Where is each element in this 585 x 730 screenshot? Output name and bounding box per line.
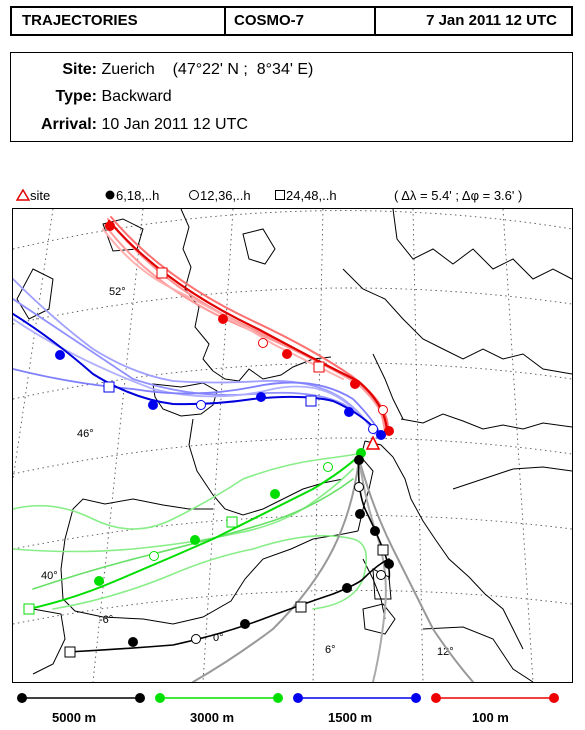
level-3000: 3000 m	[190, 710, 235, 725]
legend-filled-label: 6,18,..h	[116, 188, 160, 203]
header-bar: TRAJECTORIES COSMO-7 7 Jan 2011 12 UTC	[10, 6, 573, 36]
product-title: TRAJECTORIES	[22, 12, 138, 29]
lon-label-12: 12°	[437, 646, 454, 658]
graticule	[13, 209, 572, 682]
info-box: Site: Zuerich (47°22' N ; 8°34' E) Type:…	[10, 52, 573, 142]
triangle-icon	[15, 188, 31, 201]
trajectories-1500m	[13, 278, 382, 438]
site-label: Site:	[62, 61, 97, 78]
level-legend-lines	[17, 693, 559, 703]
open-square-icon	[275, 190, 285, 200]
level-1500: 1500 m	[328, 710, 373, 725]
arrival-label: Arrival:	[40, 116, 97, 133]
site-value: Zuerich (47°22' N ; 8°34' E)	[101, 61, 314, 78]
legend-site: site	[15, 186, 50, 206]
lon-label-0: 0°	[213, 632, 224, 644]
legend-square: 24,48,..h	[274, 186, 337, 206]
legend-filled: 6,18,..h	[104, 186, 159, 206]
coastlines	[16, 209, 572, 682]
lon-label-minus6: -6°	[99, 614, 113, 626]
trajectory-map: 52° 46° 40° -6° 0° 6° 12°	[12, 208, 573, 683]
legend-open: 12,36,..h	[188, 186, 251, 206]
filled-circle-icon	[105, 190, 115, 200]
map-canvas: 52° 46° 40° -6° 0° 6° 12°	[13, 209, 572, 682]
site-marker-icon	[365, 435, 381, 450]
legend-site-label: site	[30, 188, 51, 203]
model-name: COSMO-7	[234, 12, 305, 29]
type-label: Type:	[55, 88, 97, 105]
open-circle-icon	[189, 190, 199, 200]
header-divider	[374, 8, 376, 34]
symbol-legend: site 6,18,..h 12,36,..h 24,48,..h ( Δλ =…	[15, 186, 561, 206]
arrival-value: 10 Jan 2011 12 UTC	[101, 116, 248, 133]
level-legend: 5000 m 3000 m 1500 m 100 m	[0, 688, 585, 730]
lon-label-6: 6°	[325, 644, 336, 656]
header-divider	[224, 8, 226, 34]
trajectory-markers	[23, 221, 394, 658]
trajectories-5000m	[67, 458, 474, 682]
legend-open-label: 12,36,..h	[200, 188, 251, 203]
lat-label-46: 46°	[77, 428, 94, 440]
legend-resolution: ( Δλ = 5.4' ; Δφ = 3.6' )	[394, 188, 523, 203]
level-5000: 5000 m	[52, 710, 97, 725]
lat-label-40: 40°	[41, 570, 58, 582]
trajectories-3000m	[13, 452, 368, 610]
legend-square-label: 24,48,..h	[286, 188, 337, 203]
level-100: 100 m	[472, 710, 509, 725]
lat-label-52: 52°	[109, 286, 126, 298]
type-value: Backward	[101, 88, 172, 105]
run-date: 7 Jan 2011 12 UTC	[426, 12, 557, 29]
graticule-labels: 52° 46° 40° -6° 0° 6° 12°	[41, 286, 454, 658]
